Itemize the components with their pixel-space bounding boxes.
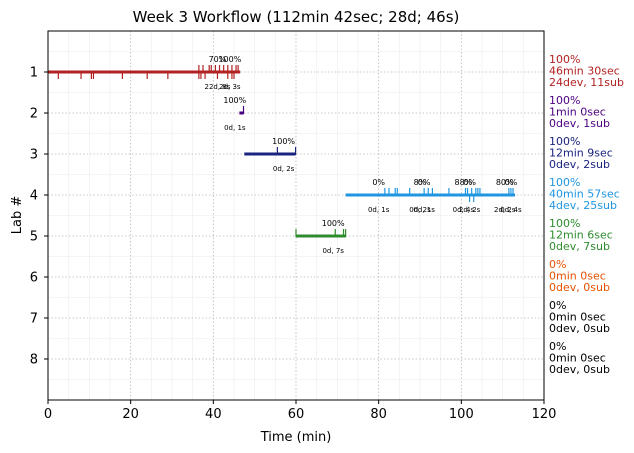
- segment-percent-label: 88%: [455, 178, 473, 187]
- lab-summary-line: 100%: [549, 53, 580, 66]
- y-tick-label: 8: [30, 353, 38, 368]
- segment-count-label: 2d, 3s: [219, 83, 241, 91]
- segment-count-label: 0d, 1s: [224, 124, 246, 132]
- segment-count-label: 0d, 2s: [273, 165, 295, 173]
- segment-percent-label: 100%: [322, 219, 345, 228]
- y-axis-label: Lab #: [10, 196, 25, 235]
- lab-summary-line: 0%: [549, 340, 566, 353]
- grid: [48, 31, 544, 400]
- lab-summary-line: 0dev, 7sub: [549, 240, 610, 253]
- segment-count-label: 0d, 4s: [500, 206, 522, 214]
- segment-percent-label: 80%: [496, 178, 514, 187]
- lab-summary-line: 100%: [549, 176, 580, 189]
- y-tick-label: 6: [30, 271, 38, 286]
- segment-count-label: 0d, 7s: [322, 247, 344, 255]
- lab-summary-line: 4dev, 25sub: [549, 199, 617, 212]
- segment-percent-label: 100%: [272, 137, 295, 146]
- segment-percent-label: 100%: [223, 96, 246, 105]
- lab-summary-line: 0dev, 0sub: [549, 322, 610, 335]
- y-tick-label: 2: [30, 107, 38, 122]
- segment-percent-label: 0%: [463, 178, 476, 187]
- lab-summary-line: 0min 0sec: [549, 270, 606, 283]
- segment-count-label: 0d, 1s: [413, 206, 435, 214]
- segment-count-label: 22d, 8s: [205, 83, 231, 91]
- lab-summary-line: 0dev, 1sub: [549, 117, 610, 130]
- lab-summary-line: 0min 0sec: [549, 352, 606, 365]
- x-tick-label: 40: [205, 407, 222, 422]
- segment-count-label: 2d, 2s: [494, 206, 516, 214]
- segment-count-label: 0d, 4s: [453, 206, 475, 214]
- x-tick-label: 60: [288, 407, 305, 422]
- chart-title: Week 3 Workflow (112min 42sec; 28d; 46s): [133, 8, 460, 26]
- lab-summary-line: 0min 0sec: [549, 311, 606, 324]
- y-tick-label: 4: [30, 189, 38, 204]
- lab-summary-line: 100%: [549, 94, 580, 107]
- lab-summary-line: 0dev, 0sub: [549, 281, 610, 294]
- x-tick-label: 20: [122, 407, 139, 422]
- segment-percent-label: 0%: [505, 178, 518, 187]
- y-tick-label: 5: [30, 230, 38, 245]
- lab-summary-line: 24dev, 11sub: [549, 76, 624, 89]
- lab-summary-line: 46min 30sec: [549, 65, 620, 78]
- segment-percent-label: 70%: [209, 55, 227, 64]
- segment-percent-label: 100%: [218, 55, 241, 64]
- lab-summary-line: 100%: [549, 135, 580, 148]
- x-tick-label: 120: [532, 407, 557, 422]
- lab-summary-line: 0dev, 2sub: [549, 158, 610, 171]
- segment-percent-label: 8%: [414, 178, 427, 187]
- segment-percent-label: 0%: [372, 178, 385, 187]
- lab-summary-line: 100%: [549, 217, 580, 230]
- segment-count-label: 2d, 2s: [459, 206, 481, 214]
- lab-summary-line: 40min 57sec: [549, 188, 620, 201]
- x-tick-label: 80: [370, 407, 387, 422]
- segment-count-label: 0d, 1s: [368, 206, 390, 214]
- x-tick-label: 0: [44, 407, 52, 422]
- x-tick-label: 100: [449, 407, 474, 422]
- lab-summary-line: 0%: [549, 299, 566, 312]
- lab-summary-line: 12min 9sec: [549, 147, 613, 160]
- y-tick-label: 1: [30, 66, 38, 81]
- lab-summary-line: 0dev, 0sub: [549, 363, 610, 376]
- x-axis-label: Time (min): [260, 430, 332, 445]
- lab-summary-line: 0%: [549, 258, 566, 271]
- lab-summary-line: 1min 0sec: [549, 106, 606, 119]
- y-tick-label: 7: [30, 312, 38, 327]
- lab-summary-line: 12min 6sec: [549, 229, 613, 242]
- axes-ticks: 0 20 40 60 80 100 120 1 2 3 4 5 6 7 8: [30, 66, 557, 423]
- segment-count-label: 0d, 2s: [409, 206, 431, 214]
- y-tick-label: 3: [30, 148, 38, 163]
- lab-bars: 70% 22d, 8s 100% 2d, 3s 100% 0d, 1s 100% 0d, 2s…: [48, 55, 522, 255]
- segment-percent-label: 0%: [418, 178, 431, 187]
